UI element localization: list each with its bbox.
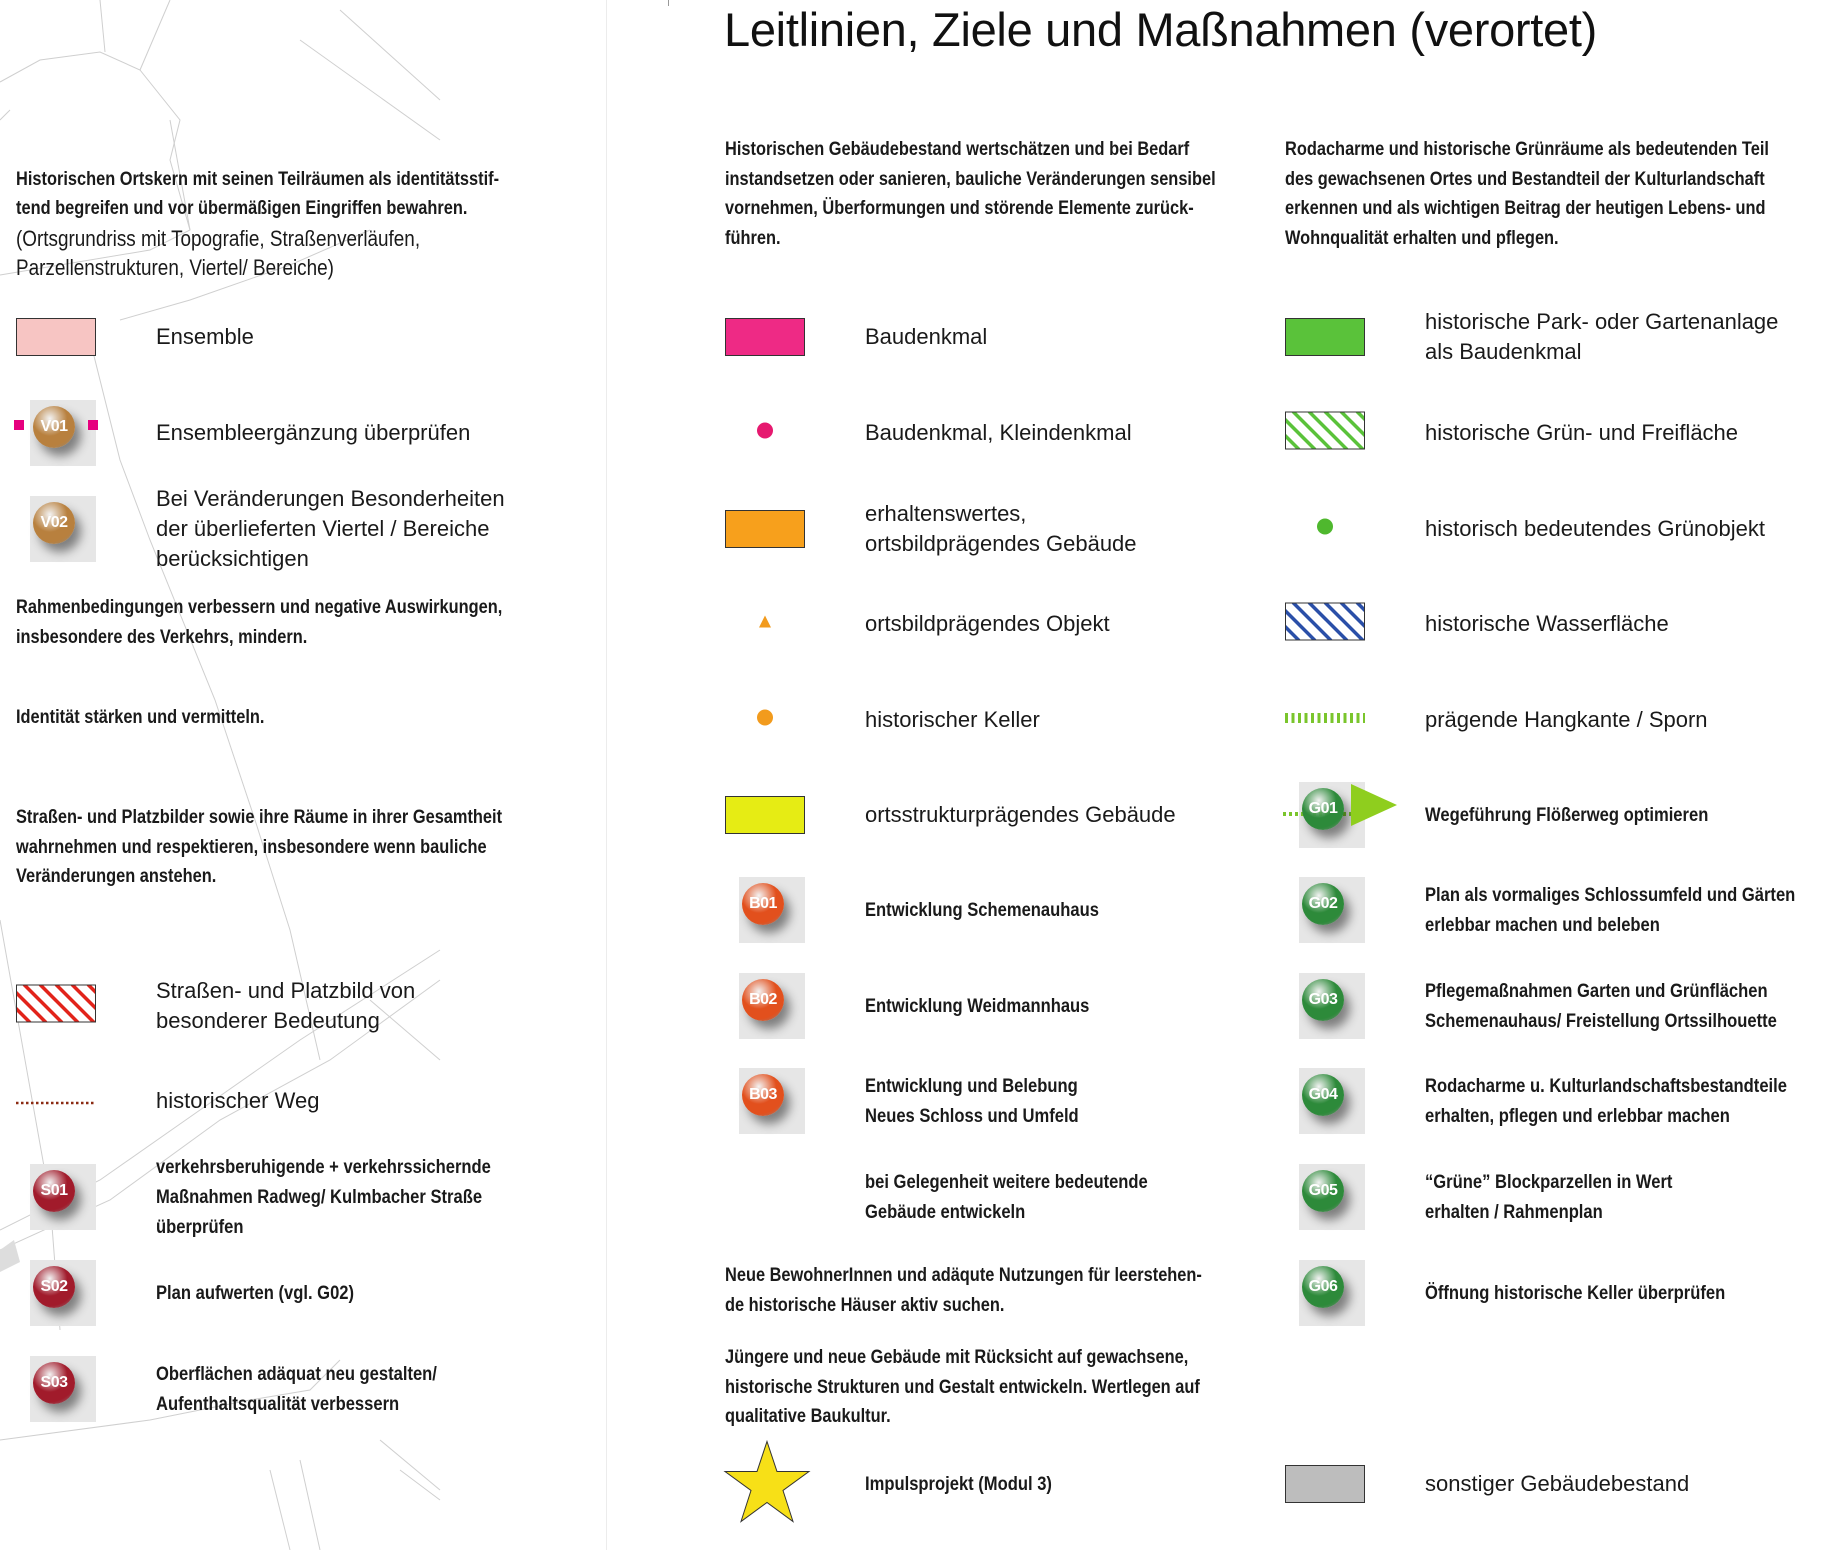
orange-triangle-icon xyxy=(758,615,772,634)
badge-code: V02 xyxy=(33,502,75,544)
ensemble-swatch-icon xyxy=(16,318,96,356)
badge-code: G02 xyxy=(1302,883,1344,925)
legend-item-label: Oberflächen adäquat neu gestalten/ Aufen… xyxy=(156,1363,437,1415)
left-heading-ortskern-text: Historischen Ortskern mit seinen Teilräu… xyxy=(16,167,500,220)
b01-badge-icon: B01 xyxy=(739,877,805,943)
s02-badge-icon: S02 xyxy=(30,1260,96,1326)
legend-item-label: “Grüne” Blockparzellen in Wert erhalten … xyxy=(1425,1171,1673,1223)
middle-text-bewohner: Neue BewohnerInnen und adäqute Nutzungen… xyxy=(725,1264,1202,1316)
red-hatch-swatch-icon xyxy=(16,984,96,1028)
badge-code: G04 xyxy=(1302,1074,1344,1116)
legend-item-label: Öffnung historische Keller überprüfen xyxy=(1425,1282,1726,1304)
left-heading-rahmenbedingungen: Rahmenbedingungen verbessern und negativ… xyxy=(16,596,503,648)
legend-item-label: Entwicklung Schemenauhaus xyxy=(865,899,1099,921)
legend-item-label: Pflegemaßnahmen Garten und Grünflächen S… xyxy=(1425,980,1777,1032)
legend-item-label: historische Wasserfläche xyxy=(1425,611,1669,636)
left-heading-ortskern: Historischen Ortskern mit seinen Teilräu… xyxy=(16,135,554,312)
s01-badge-icon: S01 xyxy=(30,1164,96,1230)
magenta-square-icon xyxy=(88,420,98,430)
orange-swatch-icon xyxy=(725,510,805,548)
legend-item-label: Ensemble xyxy=(156,324,254,349)
legend-item-label: historisch bedeutendes Grünobjekt xyxy=(1425,516,1765,541)
legend-item-label: Ensembleergänzung überprüfen xyxy=(156,420,471,445)
blue-hatch-swatch-icon xyxy=(1285,602,1365,646)
g01-badge-icon: G01 xyxy=(1283,782,1397,848)
legend-item-label: Baudenkmal xyxy=(865,324,988,349)
g04-badge-icon: G04 xyxy=(1299,1068,1365,1134)
right-heading: Rodacharme und historische Grünräume als… xyxy=(1285,138,1769,249)
legend-item-label: bei Gelegenheit weitere bedeutende Gebäu… xyxy=(865,1171,1148,1223)
badge-code: G05 xyxy=(1302,1170,1344,1212)
legend-item-label: verkehrsberuhigende + verkehrssichernde … xyxy=(156,1156,491,1238)
historic-path-line-icon xyxy=(16,1092,96,1110)
green-swatch-icon xyxy=(1285,318,1365,356)
legend-item-label: sonstiger Gebäudebestand xyxy=(1425,1471,1690,1496)
g02-badge-icon: G02 xyxy=(1299,877,1365,943)
badge-code: B01 xyxy=(742,883,784,925)
middle-heading: Historischen Gebäudebestand wertschätzen… xyxy=(725,138,1216,249)
slope-edge-line-icon xyxy=(1285,711,1365,729)
left-heading-strassenbilder: Straßen- und Platzbilder sowie ihre Räum… xyxy=(16,806,503,887)
legend-item-label: Wegeführung Flößerweg optimieren xyxy=(1425,804,1709,826)
star-icon xyxy=(723,1439,811,1529)
g06-badge-icon: G06 xyxy=(1299,1260,1365,1326)
magenta-dot-icon xyxy=(756,422,774,445)
g03-badge-icon: G03 xyxy=(1299,973,1365,1039)
page-title: Leitlinien, Ziele und Maßnahmen (verorte… xyxy=(724,3,1597,56)
v01-badge-icon: V01 xyxy=(14,400,98,466)
b03-badge-icon: B03 xyxy=(739,1068,805,1134)
legend-item-label: historischer Keller xyxy=(865,707,1040,732)
arrow-right-icon xyxy=(1351,784,1397,831)
legend-item-label: historischer Weg xyxy=(156,1088,320,1113)
middle-text-neubau: Jüngere und neue Gebäude mit Rücksicht a… xyxy=(725,1346,1200,1427)
legend-item-label: ortsbildprägendes Objekt xyxy=(865,611,1110,636)
legend-item-label: historische Park- oder Gartenanlage als … xyxy=(1425,309,1779,364)
green-dot-icon xyxy=(1316,518,1334,541)
g05-badge-icon: G05 xyxy=(1299,1164,1365,1230)
crop-mark xyxy=(668,0,669,6)
badge-code: V01 xyxy=(33,406,75,448)
dotted-path-icon xyxy=(1283,804,1363,822)
yellow-swatch-icon xyxy=(725,796,805,834)
left-heading-identitaet: Identität stärken und vermitteln. xyxy=(16,706,265,728)
orange-dot-icon xyxy=(756,709,774,732)
magenta-square-icon xyxy=(14,420,24,430)
green-hatch-swatch-icon xyxy=(1285,411,1365,455)
left-heading-ortskern-note: (Ortsgrundriss mit Topografie, Straßenve… xyxy=(16,225,421,281)
legend-item-label: Straßen- und Platzbild von besonderer Be… xyxy=(156,978,416,1033)
badge-code: B03 xyxy=(742,1074,784,1116)
legend-item-label: Impulsprojekt (Modul 3) xyxy=(865,1473,1052,1495)
legend-item-label: prägende Hangkante / Sporn xyxy=(1425,707,1708,732)
badge-code: G01 xyxy=(1302,788,1344,830)
legend-item-label: Plan als vormaliges Schlossumfeld und Gä… xyxy=(1425,884,1796,936)
legend-item-label: Rodacharme u. Kulturlandschaftsbestandte… xyxy=(1425,1075,1787,1127)
legend-item-label: historische Grün- und Freifläche xyxy=(1425,420,1739,445)
baudenkmal-swatch-icon xyxy=(725,318,805,356)
gray-swatch-icon xyxy=(1285,1465,1365,1503)
legend-item-label: Baudenkmal, Kleindenkmal xyxy=(865,420,1132,445)
s03-badge-icon: S03 xyxy=(30,1356,96,1422)
legend-item-label: erhaltenswertes, ortsbildprägendes Gebäu… xyxy=(865,501,1137,556)
badge-code: S01 xyxy=(33,1170,75,1212)
legend-item-label: Bei Veränderungen Besonderheiten der übe… xyxy=(156,486,505,571)
legend-item-label: Entwicklung und Belebung Neues Schloss u… xyxy=(865,1075,1079,1127)
legend-item-label: ortsstrukturprägendes Gebäude xyxy=(865,802,1176,827)
badge-code: B02 xyxy=(742,979,784,1021)
badge-code: G03 xyxy=(1302,979,1344,1021)
panel-divider xyxy=(606,0,607,1550)
legend-item-label: Plan aufwerten (vgl. G02) xyxy=(156,1282,355,1304)
badge-code: G06 xyxy=(1302,1266,1344,1308)
badge-code: S03 xyxy=(33,1362,75,1404)
v02-badge-icon: V02 xyxy=(30,496,96,562)
b02-badge-icon: B02 xyxy=(739,973,805,1039)
legend-item-label: Entwicklung Weidmannhaus xyxy=(865,995,1090,1017)
badge-code: S02 xyxy=(33,1266,75,1308)
